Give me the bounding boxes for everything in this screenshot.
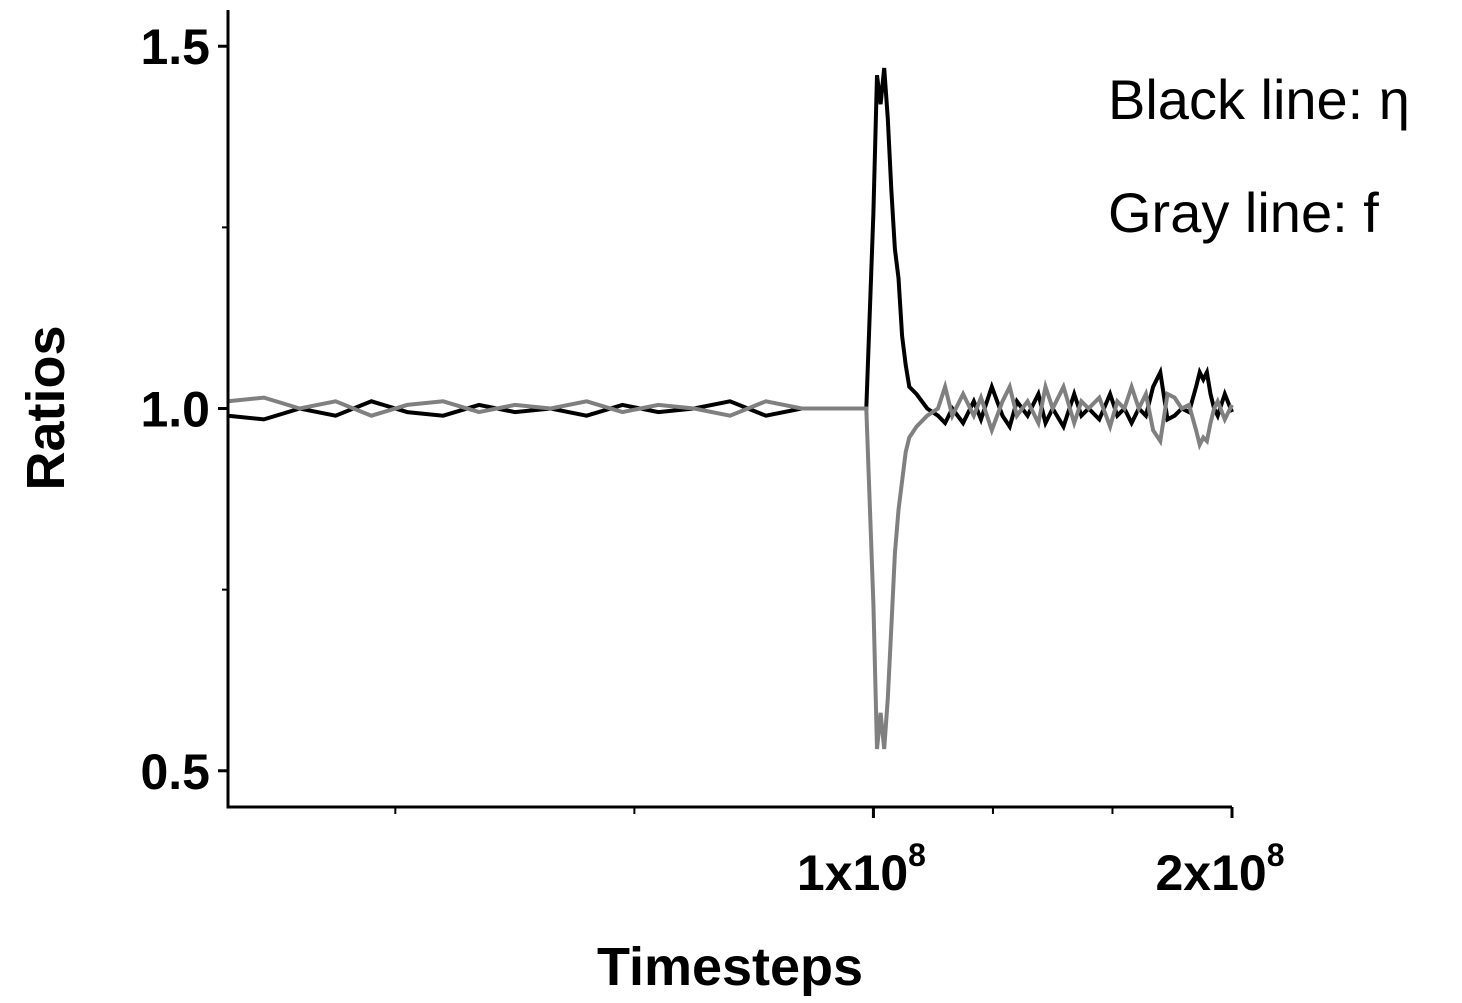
x-tick-label: 2x108 [1155, 837, 1284, 901]
axes-layer [226, 10, 1232, 809]
series-line-f [227, 378, 1234, 750]
series-line-eta [227, 67, 1234, 432]
x-axis-title: Timesteps [597, 937, 863, 997]
legend-annotation-f: Gray line: f [1108, 181, 1379, 244]
series-layer [227, 67, 1234, 750]
x-tick-label: 1x108 [797, 837, 926, 901]
ticks-layer: 0.5 1.0 1.5 1x108 2x108 [140, 19, 1284, 901]
legend-annotation-eta: Black line: η [1108, 68, 1410, 131]
y-axis-title: Ratios [16, 325, 76, 490]
y-tick-label: 0.5 [140, 744, 210, 800]
y-tick-label: 1.5 [140, 19, 210, 75]
y-tick-label: 1.0 [140, 382, 210, 438]
